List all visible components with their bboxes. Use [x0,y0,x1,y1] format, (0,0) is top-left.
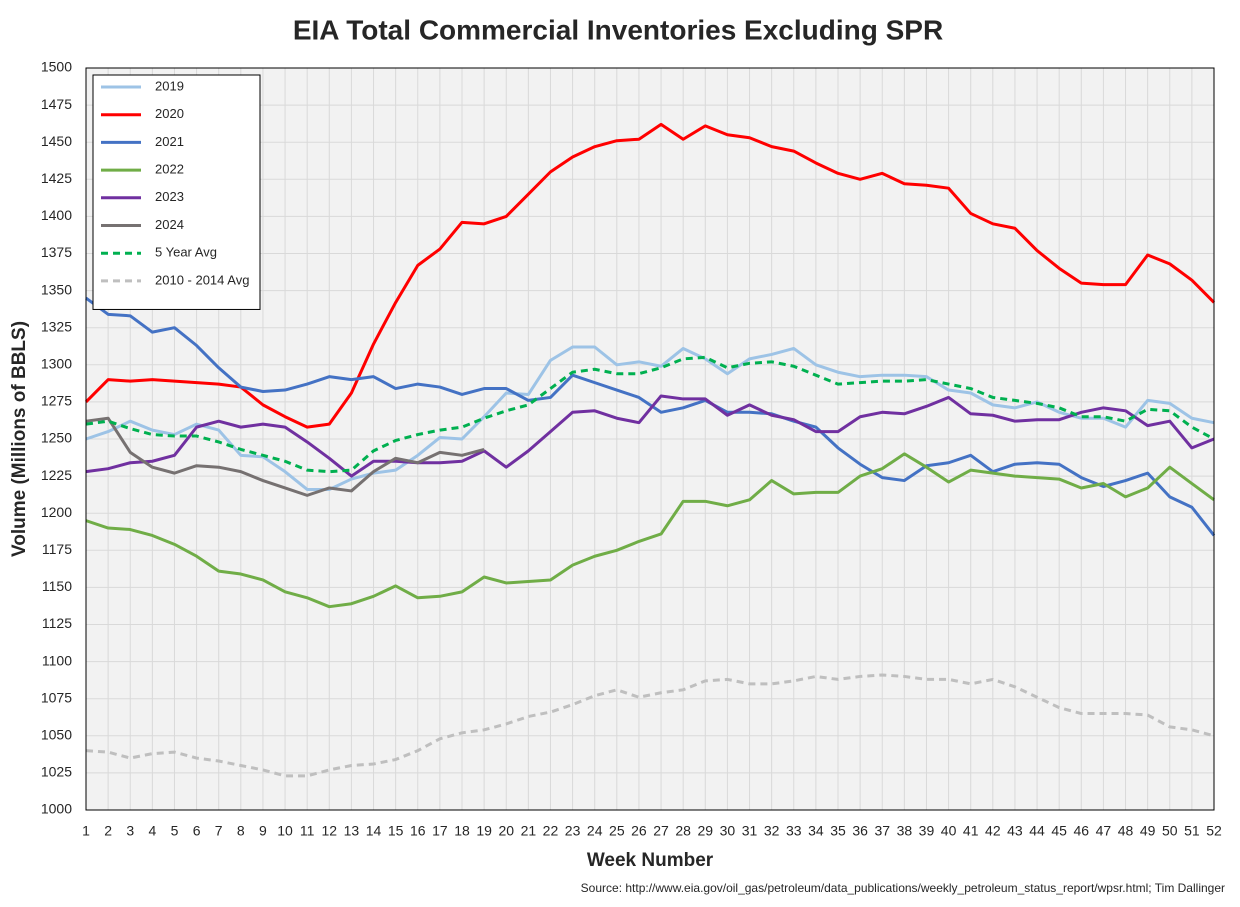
chart-title: EIA Total Commercial Inventories Excludi… [293,14,943,45]
x-tick-label: 11 [300,823,315,839]
x-tick-label: 18 [454,823,470,839]
x-tick-label: 25 [609,823,625,839]
legend-label: 2020 [155,106,184,121]
x-tick-label: 45 [1051,823,1067,839]
legend-label: 2010 - 2014 Avg [155,272,249,287]
x-tick-label: 6 [193,823,201,839]
x-tick-label: 2 [104,823,112,839]
x-tick-label: 19 [476,823,492,839]
y-tick-label: 1300 [41,356,72,372]
x-tick-label: 7 [215,823,223,839]
x-tick-label: 34 [808,823,824,839]
x-tick-label: 33 [786,823,802,839]
x-tick-label: 16 [410,823,426,839]
x-tick-label: 1 [82,823,90,839]
series-line [84,122,1216,429]
series-line [85,355,1215,474]
series-line [85,394,1215,478]
y-tick-label: 1150 [42,578,72,594]
x-tick-label: 13 [344,823,360,839]
x-tick-label: 39 [919,823,935,839]
x-tick-label: 5 [171,823,179,839]
legend-label: 5 Year Avg [155,245,217,260]
x-tick-label: 41 [963,823,979,839]
x-tick-label: 4 [148,823,156,839]
x-tick-label: 23 [565,823,581,839]
y-tick-label: 1275 [41,393,72,409]
y-tick-label: 1050 [41,727,72,743]
legend: 2019 2020 2021 2022 2023 2024 5 Year Avg 2010 -… [92,74,261,310]
x-tick-label: 8 [237,823,245,839]
x-tick-label: 29 [698,823,714,839]
lines [84,122,1216,778]
x-tick-label: 14 [366,823,382,839]
x-tick-label: 3 [126,823,134,839]
legend-label: 2024 [155,217,184,232]
x-tick-label: 9 [259,823,267,839]
x-tick-label: 47 [1096,823,1112,839]
x-tick-label: 52 [1206,823,1222,839]
legend-label: 2021 [155,134,184,149]
x-tick-label: 31 [742,823,758,839]
y-tick-label: 1225 [41,467,72,483]
x-tick-label: 40 [941,823,957,839]
y-tick-label: 1075 [41,689,72,705]
x-tick-label: 24 [587,823,603,839]
x-tick-label: 12 [322,823,338,839]
y-tick-label: 1375 [41,244,72,260]
x-tick-label: 26 [631,823,647,839]
y-tick-label: 1025 [41,764,72,780]
x-tick-label: 48 [1118,823,1134,839]
legend-label: 2023 [155,189,184,204]
y-tick-label: 1125 [42,615,72,631]
x-tick-label: 27 [653,823,669,839]
x-tick-label: 38 [897,823,913,839]
legend-label: 2019 [155,78,184,93]
x-tick-label: 15 [388,823,404,839]
y-tick-label: 1100 [42,652,72,668]
source-note: Source: http://www.eia.gov/oil_gas/petro… [581,881,1225,895]
y-tick-label: 1500 [41,59,72,75]
y-tick-label: 1325 [41,318,72,334]
y-tick-label: 1425 [41,170,72,186]
y-tick-label: 1400 [41,207,72,223]
y-tick-label: 1350 [41,281,72,297]
series-line [85,416,485,497]
x-tick-label: 17 [432,823,448,839]
x-tick-label: 32 [764,823,780,839]
x-tick-label: 28 [675,823,691,839]
y-tick-label: 1200 [41,504,72,520]
x-tick-label: 35 [830,823,846,839]
x-tick-label: 50 [1162,823,1178,839]
plot-border [85,67,1215,811]
x-tick-label: 22 [543,823,559,839]
series-line [85,296,1216,537]
series-line [85,345,1215,491]
y-tick-label: 1175 [42,541,72,557]
series-line [85,673,1215,778]
y-tick-label: 1000 [41,801,72,817]
x-tick-label: 51 [1184,823,1200,839]
series-line [85,452,1215,609]
x-tick-label: 46 [1074,823,1090,839]
y-axis-title: Volume (Millions of BBLS) [9,321,30,557]
y-tick-label: 1475 [41,96,72,112]
y-tick-label: 1250 [41,430,72,446]
x-tick-label: 30 [720,823,736,839]
x-tick-label: 42 [985,823,1001,839]
x-axis-title: Week Number [587,850,714,871]
legend-label: 2022 [155,162,184,177]
x-tick-label: 10 [277,823,293,839]
x-tick-label: 49 [1140,823,1156,839]
x-tick-label: 37 [874,823,890,839]
x-tick-label: 21 [521,823,537,839]
y-tick-label: 1450 [41,133,72,149]
x-tick-label: 20 [498,823,514,839]
x-tick-label: 44 [1029,823,1045,839]
x-tick-label: 43 [1007,823,1023,839]
x-tick-label: 36 [852,823,868,839]
